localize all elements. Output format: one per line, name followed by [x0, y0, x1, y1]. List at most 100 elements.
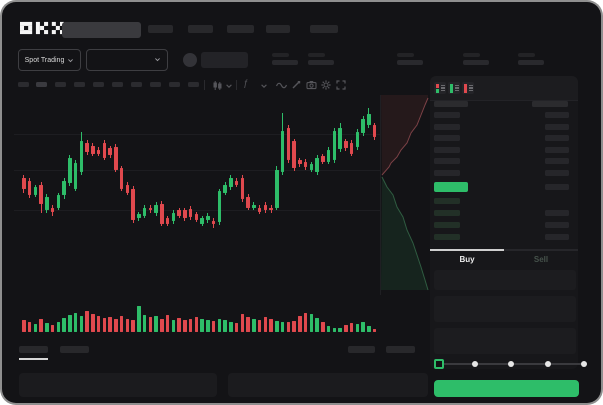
okx-logo[interactable] — [20, 21, 64, 35]
candle-body — [349, 142, 354, 154]
bid-row-amount — [545, 234, 569, 240]
chart-toolbar-right-item[interactable] — [348, 346, 375, 353]
interval-button[interactable] — [169, 82, 180, 87]
interval-button[interactable] — [131, 82, 142, 87]
buy-submit-button[interactable] — [434, 380, 579, 397]
candlestick-chart[interactable] — [14, 95, 430, 341]
volume-bar — [263, 316, 268, 332]
interval-button[interactable] — [112, 82, 123, 87]
coin-avatar — [183, 53, 197, 67]
search-input[interactable] — [62, 22, 141, 38]
amount-input[interactable] — [434, 296, 576, 322]
candle-body — [263, 204, 268, 211]
fullscreen-icon[interactable] — [336, 80, 346, 90]
volume-bar — [119, 316, 124, 332]
interval-button[interactable] — [36, 82, 47, 87]
volume-bar — [148, 317, 153, 332]
last-price-badge[interactable] — [434, 182, 468, 192]
interval-button[interactable] — [18, 82, 29, 87]
bid-row-price[interactable] — [434, 210, 460, 216]
slider-handle[interactable] — [434, 359, 444, 369]
volume-bar — [223, 320, 227, 332]
chevron-down-icon[interactable] — [260, 82, 268, 90]
ask-row-price[interactable] — [434, 158, 460, 164]
volume-bar — [269, 318, 273, 332]
line-tools-icon[interactable] — [276, 81, 287, 90]
chart-toolbar-right-item[interactable] — [386, 346, 415, 353]
ask-row-price[interactable] — [434, 170, 460, 176]
volume-bar — [344, 324, 348, 332]
nav-item[interactable] — [310, 25, 338, 33]
volume-bar — [39, 319, 43, 332]
ask-row-price[interactable] — [434, 147, 460, 153]
candle-body — [200, 218, 204, 224]
candle-body — [240, 177, 245, 200]
nav-item[interactable] — [266, 25, 290, 33]
bid-row-price[interactable] — [434, 234, 460, 240]
bid-swatch — [436, 88, 439, 93]
candle-body — [114, 146, 118, 170]
price-input[interactable] — [434, 270, 576, 290]
nav-item[interactable] — [148, 25, 173, 33]
gridline — [14, 170, 380, 171]
ask-swatch — [464, 84, 467, 93]
chart-tab-active[interactable] — [19, 346, 48, 353]
nav-item[interactable] — [227, 25, 254, 33]
ask-row-price[interactable] — [434, 135, 460, 141]
volume-bar — [27, 322, 32, 332]
candle-body — [372, 125, 377, 138]
slider-stop[interactable] — [471, 361, 478, 367]
draw-icon[interactable] — [291, 80, 301, 90]
candle-body — [361, 118, 365, 134]
chart-tab[interactable] — [60, 346, 89, 353]
interval-button[interactable] — [93, 82, 104, 87]
slider-stop[interactable] — [544, 361, 551, 367]
bid-row-price[interactable] — [434, 198, 460, 204]
candle-body — [148, 207, 153, 211]
market-type-dropdown[interactable]: Spot Trading — [18, 49, 81, 71]
interval-button[interactable] — [150, 82, 161, 87]
total-input[interactable] — [434, 328, 576, 354]
stat-label — [463, 53, 480, 57]
candle-body — [321, 156, 325, 162]
book-asks-icon[interactable] — [462, 82, 474, 94]
ask-row-price[interactable] — [434, 124, 460, 130]
candle-body — [73, 163, 78, 189]
chevron-down-icon[interactable] — [225, 82, 233, 90]
interval-button[interactable] — [188, 82, 199, 87]
bid-row-price[interactable] — [434, 222, 460, 228]
indicators-icon[interactable]: ƒ — [243, 78, 249, 88]
candle-body — [56, 195, 61, 208]
volume-bar — [171, 319, 176, 332]
volume-bar — [372, 328, 377, 332]
volume-layer — [14, 95, 430, 341]
volume-bar — [85, 311, 89, 332]
slider-stop[interactable] — [508, 361, 514, 367]
lines — [440, 84, 445, 86]
tab-buy[interactable]: Buy — [459, 255, 475, 264]
interval-button[interactable] — [55, 82, 66, 87]
volume-bar — [246, 317, 250, 332]
candle-body — [211, 221, 216, 224]
tab-sell[interactable]: Sell — [533, 255, 549, 264]
interval-button[interactable] — [74, 82, 85, 87]
toolbar-divider — [236, 80, 237, 90]
slider-stop[interactable] — [581, 361, 587, 367]
candle-type-icon[interactable] — [212, 80, 223, 91]
amount-slider[interactable] — [434, 358, 587, 370]
volume-bar — [234, 322, 239, 332]
camera-icon[interactable] — [306, 80, 317, 90]
pair-selector-dropdown[interactable] — [86, 49, 168, 71]
book-combined-icon[interactable] — [434, 82, 446, 94]
settings-icon[interactable] — [321, 80, 331, 90]
candle-body — [309, 164, 314, 170]
candle-body — [367, 114, 371, 126]
book-bids-icon[interactable] — [448, 82, 460, 94]
volume-bar — [91, 313, 95, 332]
nav-item[interactable] — [188, 25, 213, 33]
candle-body — [102, 142, 107, 158]
volume-bar — [229, 321, 233, 332]
gridline — [14, 134, 380, 135]
ask-row-price[interactable] — [434, 112, 460, 118]
